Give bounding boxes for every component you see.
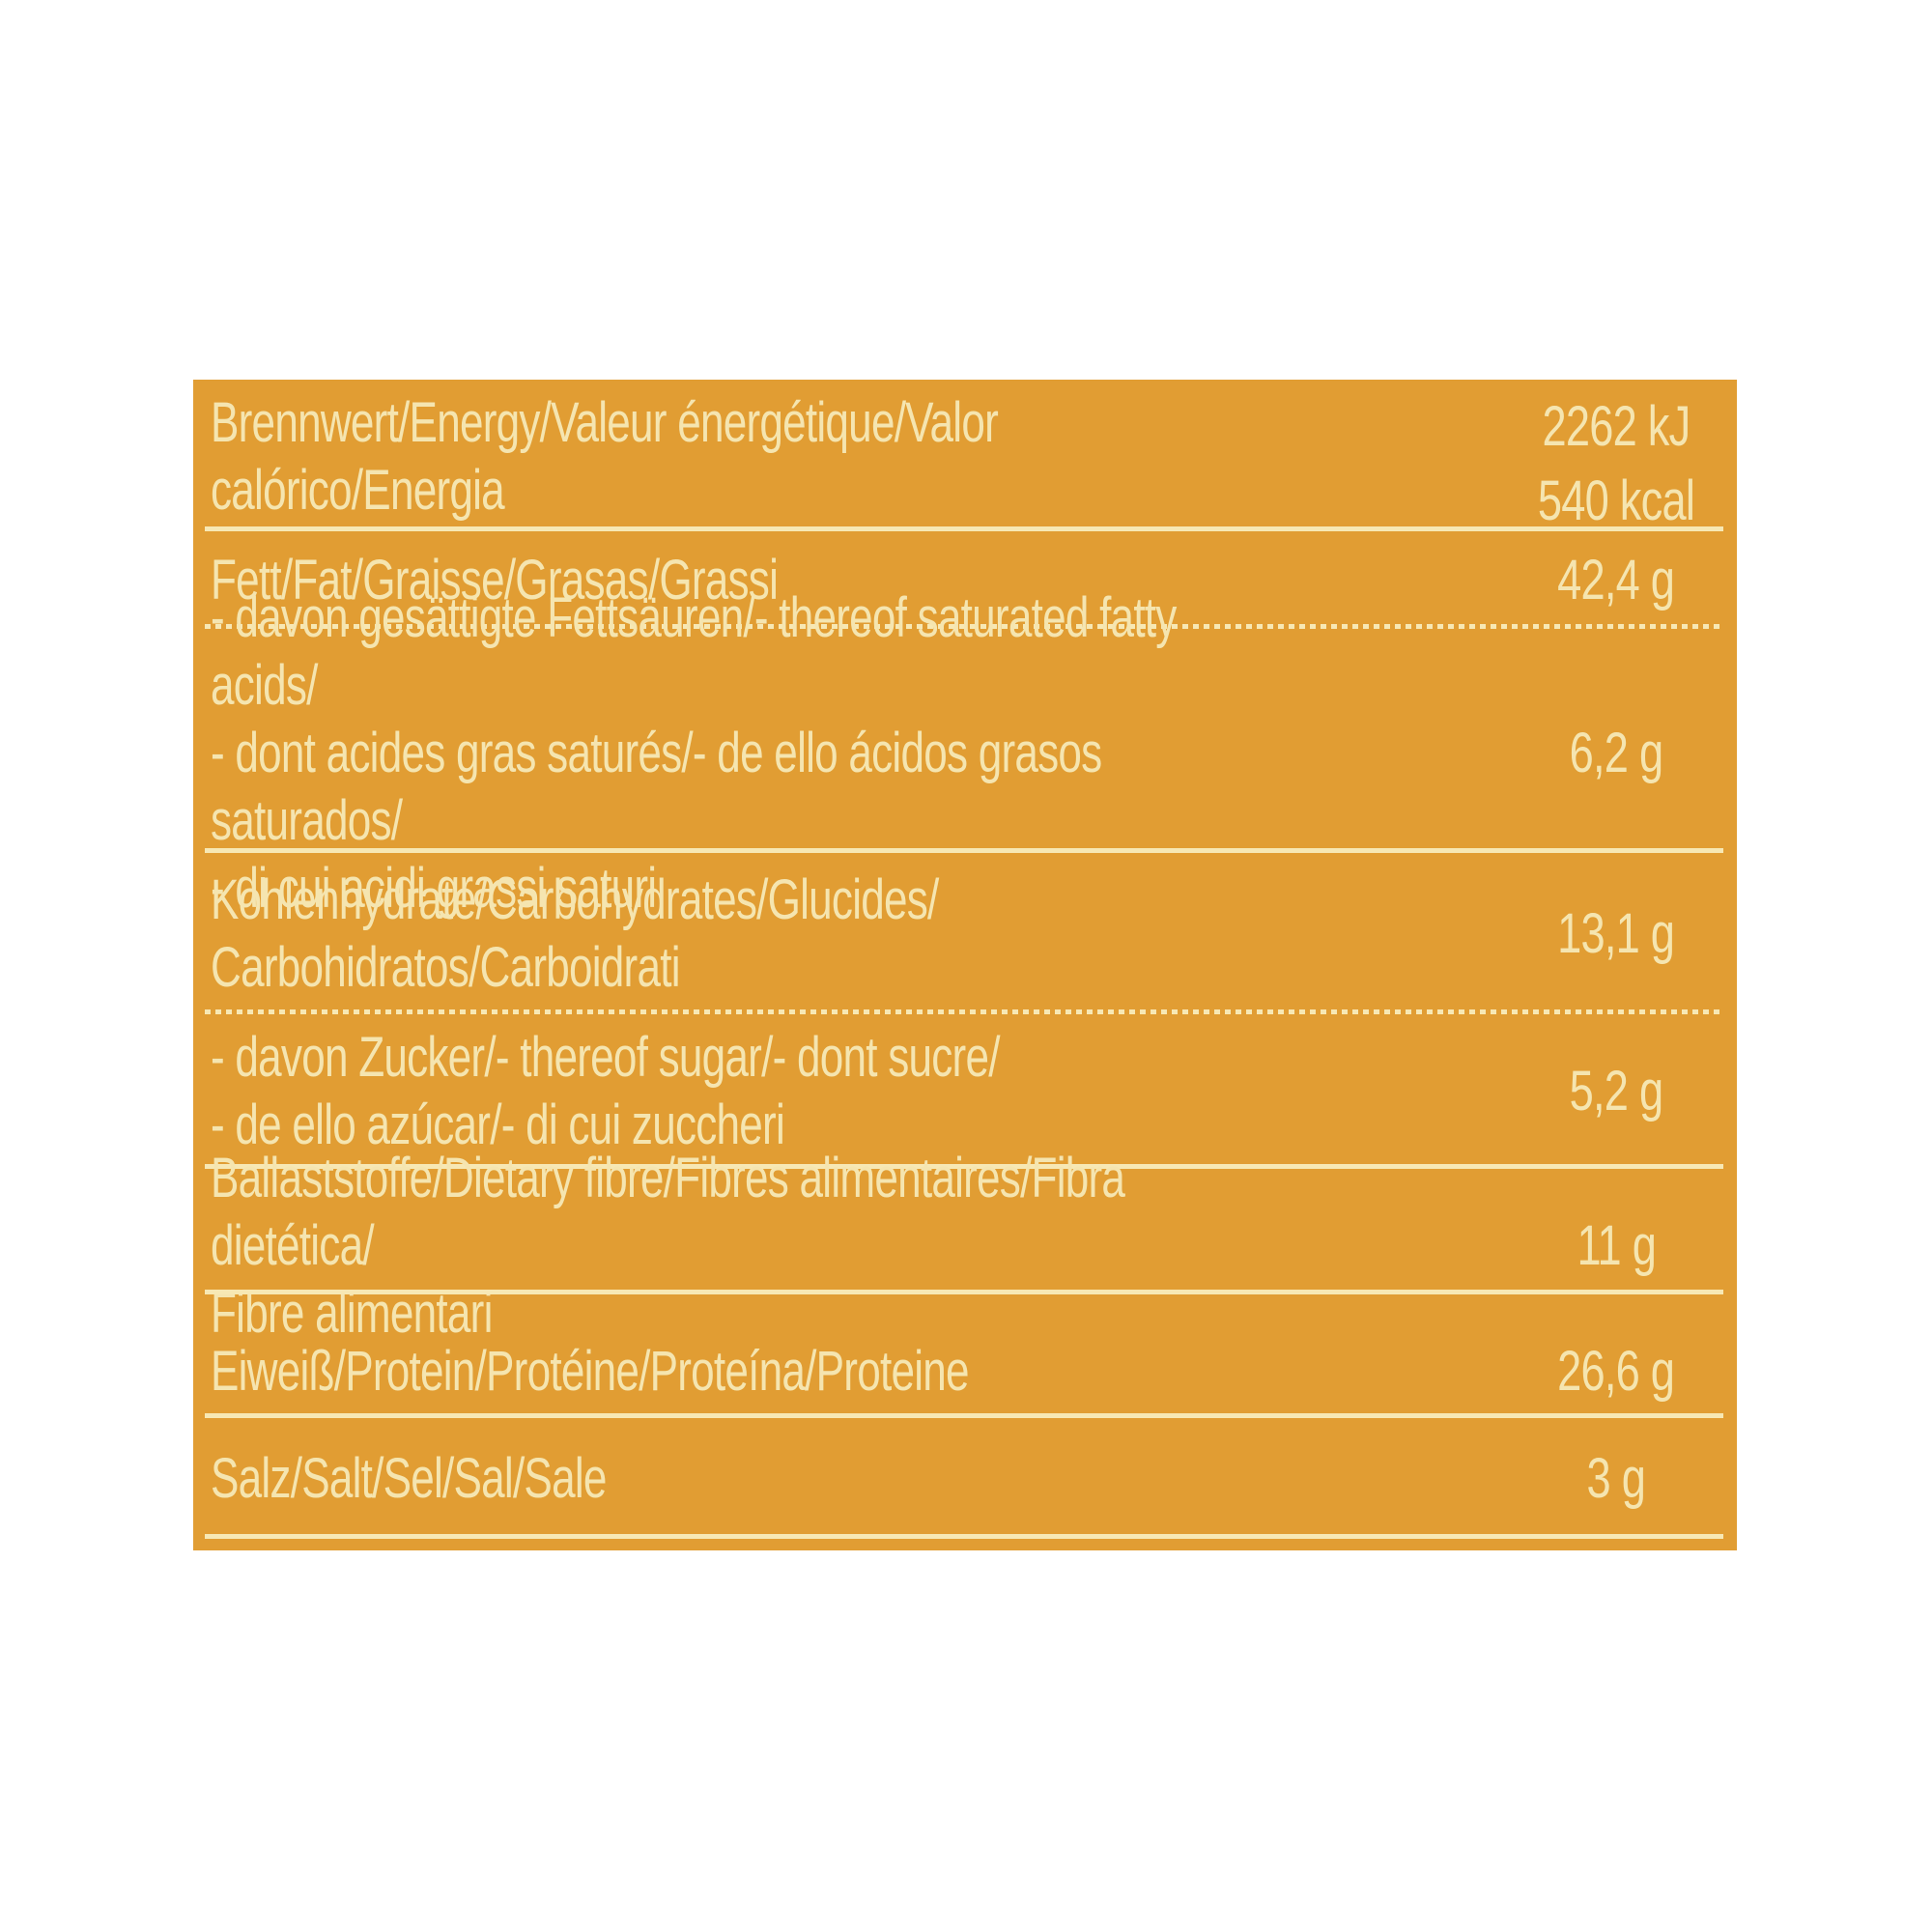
table-row-fat: Fett/Fat/Graisse/Grasas/Grassi 42,4 g	[193, 531, 1737, 629]
row-value-fat: 42,4 g	[1495, 547, 1737, 614]
table-row-carbohydrates: Kohlenhydrate/Carbohydrates/Glucides/ Ca…	[193, 853, 1737, 1014]
energy-kcal-value: 540 kcal	[1537, 469, 1695, 532]
table-row-salt: Salz/Salt/Sel/Sal/Sale 3 g	[193, 1418, 1737, 1539]
row-value-carbohydrates: 13,1 g	[1495, 900, 1737, 968]
energy-kj-value: 2262 kJ	[1542, 395, 1690, 458]
row-label-fibre: Ballaststoffe/Dietary fibre/Fibres alime…	[211, 1147, 1125, 1345]
table-row-sugar: - davon Zucker/- thereof sugar/- dont su…	[193, 1014, 1737, 1169]
nutrition-facts-panel: Brennwert/Energy/Valeur énergétique/Valo…	[193, 380, 1737, 1550]
table-row-protein: Eiweiß/Protein/Protéine/Proteína/Protein…	[193, 1294, 1737, 1418]
sugar-value: 5,2 g	[1569, 1060, 1663, 1122]
fat-value: 42,4 g	[1557, 548, 1675, 611]
panel-bottom-strip	[193, 1539, 1737, 1550]
row-value-salt: 3 g	[1495, 1445, 1737, 1513]
row-value-protein: 26,6 g	[1495, 1338, 1737, 1406]
row-label-saturated-fat: - davon gesättigte Fettsäuren/- thereof …	[211, 586, 1177, 920]
carbohydrates-value: 13,1 g	[1557, 901, 1675, 965]
row-value-energy: 2262 kJ 540 kcal	[1495, 389, 1737, 538]
row-label-sugar: - davon Zucker/- thereof sugar/- dont su…	[211, 1026, 1000, 1156]
table-row-saturated-fat: - davon gesättigte Fettsäuren/- thereof …	[193, 586, 1737, 920]
row-value-fibre: 11 g	[1495, 1212, 1737, 1280]
row-value-saturated-fat: 6,2 g	[1495, 720, 1737, 787]
row-label-energy: Brennwert/Energy/Valeur énergétique/Valo…	[211, 391, 999, 522]
fibre-value: 11 g	[1577, 1214, 1656, 1277]
row-label-carbohydrates: Kohlenhydrate/Carbohydrates/Glucides/ Ca…	[211, 867, 939, 999]
row-value-sugar: 5,2 g	[1495, 1058, 1737, 1125]
row-label-fat: Fett/Fat/Graisse/Grasas/Grassi	[211, 548, 779, 611]
protein-value: 26,6 g	[1557, 1340, 1675, 1403]
row-label-salt: Salz/Salt/Sel/Sal/Sale	[211, 1446, 607, 1510]
table-row-energy: Brennwert/Energy/Valeur énergétique/Valo…	[193, 380, 1737, 532]
row-label-protein: Eiweiß/Protein/Protéine/Proteína/Protein…	[211, 1340, 970, 1403]
table-row-fibre: Ballaststoffe/Dietary fibre/Fibres alime…	[193, 1147, 1737, 1345]
saturated-fat-value: 6,2 g	[1569, 722, 1663, 784]
salt-value: 3 g	[1586, 1446, 1646, 1510]
